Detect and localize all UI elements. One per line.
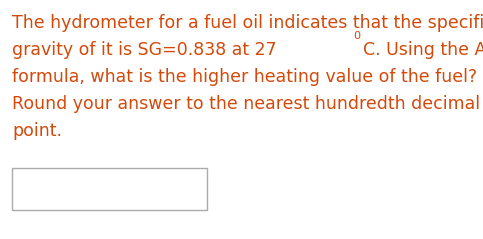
Text: C. Using the ASME: C. Using the ASME <box>363 41 483 59</box>
Text: formula, what is the higher heating value of the fuel?: formula, what is the higher heating valu… <box>12 68 477 86</box>
Text: The hydrometer for a fuel oil indicates that the specific: The hydrometer for a fuel oil indicates … <box>12 14 483 32</box>
Text: Round your answer to the nearest hundredth decimal: Round your answer to the nearest hundred… <box>12 95 480 113</box>
Bar <box>12 168 207 210</box>
Text: gravity of it is SG=0.838 at 27: gravity of it is SG=0.838 at 27 <box>12 41 277 59</box>
Text: 0: 0 <box>354 31 361 41</box>
Text: point.: point. <box>12 122 62 140</box>
